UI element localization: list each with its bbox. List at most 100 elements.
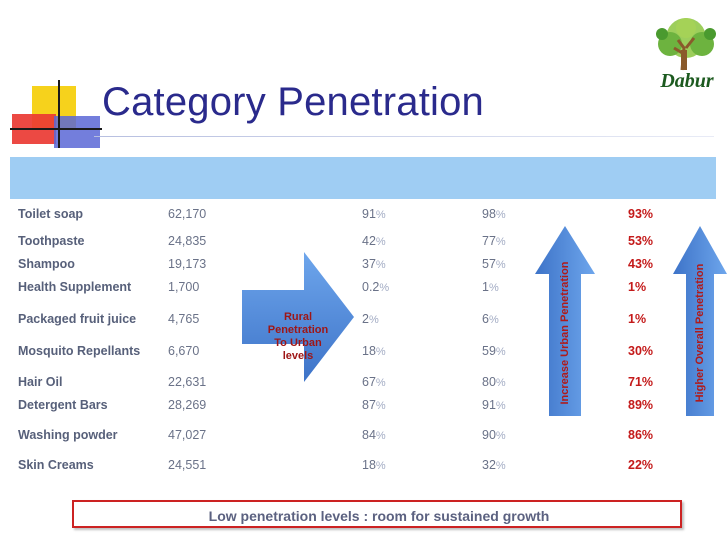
page-title: Category Penetration (102, 80, 485, 124)
decor-vertical-line (58, 80, 60, 148)
urban-penetration-cell: 90% (482, 428, 506, 442)
rural-penetration-cell: 0.2% (362, 280, 389, 294)
decor-horizontal-line (10, 128, 102, 130)
rural-penetration-cell: 2% (362, 312, 379, 326)
urban-value: 59 (482, 344, 496, 358)
category-cell: Detergent Bars (18, 398, 108, 412)
percent-sign: % (375, 209, 386, 221)
table-row: Shampoo 19,173 37% 57% 43% (0, 257, 728, 275)
rural-value: 2 (362, 312, 369, 326)
category-cell: Packaged fruit juice (18, 312, 137, 326)
percent-sign: % (375, 236, 386, 248)
urban-value: 77 (482, 234, 496, 248)
urban-value: 57 (482, 257, 496, 271)
overall-penetration-cell: 86% (628, 428, 654, 442)
value-cell: 22,631 (168, 375, 207, 389)
urban-value: 91 (482, 398, 496, 412)
table-row: Toothpaste 24,835 42% 77% 53% (0, 234, 728, 252)
rural-value: 91 (362, 207, 376, 221)
urban-penetration-cell: 57% (482, 257, 506, 271)
overall-penetration-cell: 22% (628, 458, 654, 472)
percent-sign: % (488, 314, 499, 326)
urban-value: 6 (482, 312, 489, 326)
urban-value: 1 (482, 280, 489, 294)
category-cell: Mosquito Repellants (18, 344, 141, 358)
urban-value: 80 (482, 375, 496, 389)
rural-value: 87 (362, 398, 376, 412)
rural-value: 67 (362, 375, 376, 389)
rural-penetration-cell: 42% (362, 234, 386, 248)
overall-penetration-cell: 93% (628, 207, 654, 221)
rural-penetration-cell: 91% (362, 207, 386, 221)
rural-value: 37 (362, 257, 376, 271)
rural-penetration-cell: 18% (362, 458, 386, 472)
urban-penetration-cell: 1% (482, 280, 499, 294)
table-row: Skin Creams 24,551 18% 32% 22% (0, 458, 728, 476)
value-cell: 24,551 (168, 458, 207, 472)
value-cell: 62,170 (168, 207, 207, 221)
arrow-label-line: Rural (283, 311, 313, 323)
percent-sign: % (495, 259, 506, 271)
percent-sign: % (375, 346, 386, 358)
category-cell: Skin Creams (18, 458, 94, 472)
table-row: Mosquito Repellants 6,670 18% 59% 30% (0, 344, 728, 362)
rural-value: 42 (362, 234, 376, 248)
urban-penetration-cell: 59% (482, 344, 506, 358)
overall-penetration-cell: 71% (628, 375, 654, 389)
percent-sign: % (375, 400, 386, 412)
category-cell: Health Supplement (18, 280, 132, 294)
urban-penetration-cell: 80% (482, 375, 506, 389)
rural-penetration-cell: 87% (362, 398, 386, 412)
percent-sign: % (495, 377, 506, 389)
percent-sign: % (375, 377, 386, 389)
value-cell: 19,173 (168, 257, 207, 271)
value-cell: 47,027 (168, 428, 207, 442)
urban-penetration-cell: 6% (482, 312, 499, 326)
category-cell: Washing powder (18, 428, 118, 442)
value-cell: 24,835 (168, 234, 207, 248)
rural-value: 18 (362, 344, 376, 358)
overall-penetration-cell: 1% (628, 312, 647, 326)
category-cell: Shampoo (18, 257, 75, 271)
right-arrow-icon (242, 252, 354, 382)
percent-sign: % (368, 314, 379, 326)
rural-penetration-cell: 67% (362, 375, 386, 389)
value-cell: 6,670 (168, 344, 200, 358)
category-cell: Toothpaste (18, 234, 85, 248)
urban-penetration-cell: 98% (482, 207, 506, 221)
rural-penetration-cell: 84% (362, 428, 386, 442)
table-row: Health Supplement 1,700 0.2% 1% 1% (0, 280, 728, 298)
higher-overall-label: Higher Overall Penetration (694, 263, 706, 403)
percent-sign: % (375, 460, 386, 472)
arrow-label-line: Penetration (267, 324, 329, 336)
percent-sign: % (488, 282, 499, 294)
arrow-label-line: levels (282, 350, 314, 362)
percent-sign: % (495, 400, 506, 412)
arrow-label-line: To Urban (274, 337, 322, 349)
urban-value: 32 (482, 458, 496, 472)
urban-value: 90 (482, 428, 496, 442)
overall-penetration-cell: 30% (628, 344, 654, 358)
rural-value: 18 (362, 458, 376, 472)
table-row: Packaged fruit juice 4,765 2% 6% 1% (0, 312, 728, 330)
table-row: Detergent Bars 28,269 87% 91% 89% (0, 398, 728, 416)
percent-sign: % (495, 346, 506, 358)
value-cell: 4,765 (168, 312, 200, 326)
value-cell: 1,700 (168, 280, 200, 294)
rural-value: 0.2 (362, 280, 380, 294)
category-cell: Hair Oil (18, 375, 63, 389)
rural-value: 84 (362, 428, 376, 442)
dabur-tree-logo-icon (656, 18, 716, 71)
table-row: Washing powder 47,027 84% 90% 86% (0, 428, 728, 446)
rural-to-urban-label: Rural Penetration To Urban levels (252, 311, 344, 363)
brand-logo-text: Dabur (660, 70, 714, 92)
up-arrow-urban-icon (535, 226, 595, 416)
table-header-band (10, 157, 716, 199)
value-cell: 28,269 (168, 398, 207, 412)
percent-sign: % (375, 259, 386, 271)
decor-blue-square (54, 116, 100, 148)
table-row: Toilet soap 62,170 91% 98% 93% (0, 207, 728, 225)
urban-value: 98 (482, 207, 496, 221)
overall-penetration-cell: 1% (628, 280, 647, 294)
overall-penetration-cell: 43% (628, 257, 654, 271)
